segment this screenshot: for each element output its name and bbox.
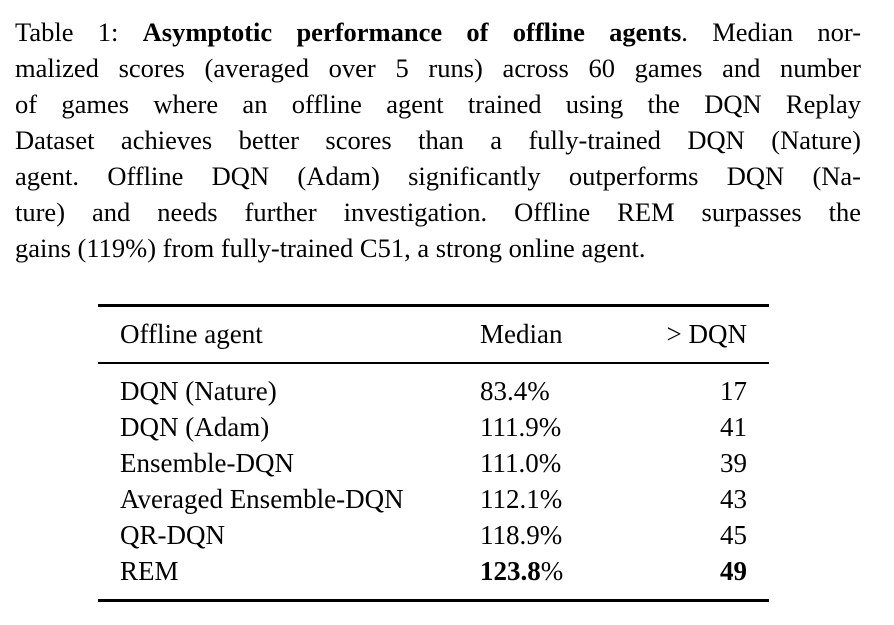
caption-line-2: malized scores (averaged over 5 runs) ac…	[15, 53, 861, 83]
cell-median: 118.9%	[480, 520, 563, 550]
table-row: DQN (Adam) 111.9% 41	[98, 409, 769, 445]
table-row: Averaged Ensemble-DQN 112.1% 43	[98, 481, 769, 517]
cell-agent: QR-DQN	[120, 520, 225, 550]
cell-agent: Averaged Ensemble-DQN	[120, 484, 404, 514]
caption-line-6: ture) and needs further investigation. O…	[15, 197, 861, 227]
caption-line-1: Table 1: Asymptotic performance of offli…	[15, 17, 862, 47]
cell-median: 112.1%	[480, 484, 563, 514]
table-body: DQN (Nature) 83.4% 17 DQN (Adam) 111.9% …	[98, 363, 769, 601]
header-gt-dqn: > DQN	[666, 319, 747, 349]
table-row: REM 123.8% 49	[98, 553, 769, 601]
cell-gt-dqn: 49	[720, 556, 747, 586]
header-offline-agent: Offline agent	[120, 319, 263, 349]
cell-median-value: 123.8	[480, 556, 541, 586]
cell-gt-dqn: 45	[720, 520, 747, 550]
cell-gt-dqn: 41	[720, 412, 747, 442]
cell-median: 111.0%	[480, 448, 562, 478]
cell-median: 123.8%	[480, 553, 620, 601]
cell-agent: REM	[120, 556, 179, 586]
table-row: DQN (Nature) 83.4% 17	[98, 363, 769, 409]
cell-gt-dqn: 39	[720, 448, 747, 478]
cell-agent: DQN (Nature)	[120, 376, 277, 406]
caption-line-4: Dataset achieves better scores than a fu…	[15, 125, 861, 155]
table-caption: Table 1: Asymptotic performance of offli…	[15, 14, 861, 266]
caption-label: Table 1:	[15, 17, 119, 47]
cell-gt-dqn: 43	[720, 484, 747, 514]
cell-median-unit: %	[540, 556, 564, 586]
results-table-container: Offline agent Median > DQN DQN (Nature) …	[98, 304, 769, 602]
table-header: Offline agent Median > DQN	[98, 305, 769, 363]
header-row: Offline agent Median > DQN	[98, 305, 769, 363]
cell-gt-dqn: 17	[720, 376, 747, 406]
header-median: Median	[480, 319, 563, 349]
caption-line-7: gains (119%) from fully-trained C51, a s…	[15, 233, 646, 263]
caption-line-5: agent. Offline DQN (Adam) significantly …	[15, 161, 861, 191]
cell-median: 111.9%	[480, 412, 562, 442]
caption-line-3: of games where an offline agent trained …	[15, 89, 861, 119]
cell-median: 83.4%	[480, 376, 550, 406]
results-table: Offline agent Median > DQN DQN (Nature) …	[98, 304, 769, 602]
caption-text-1: Median nor-	[712, 17, 862, 47]
caption-title: Asymptotic performance of offline agents	[142, 17, 682, 47]
table-row: Ensemble-DQN 111.0% 39	[98, 445, 769, 481]
cell-agent: DQN (Adam)	[120, 412, 270, 442]
table-row: QR-DQN 118.9% 45	[98, 517, 769, 553]
cell-agent: Ensemble-DQN	[120, 448, 294, 478]
